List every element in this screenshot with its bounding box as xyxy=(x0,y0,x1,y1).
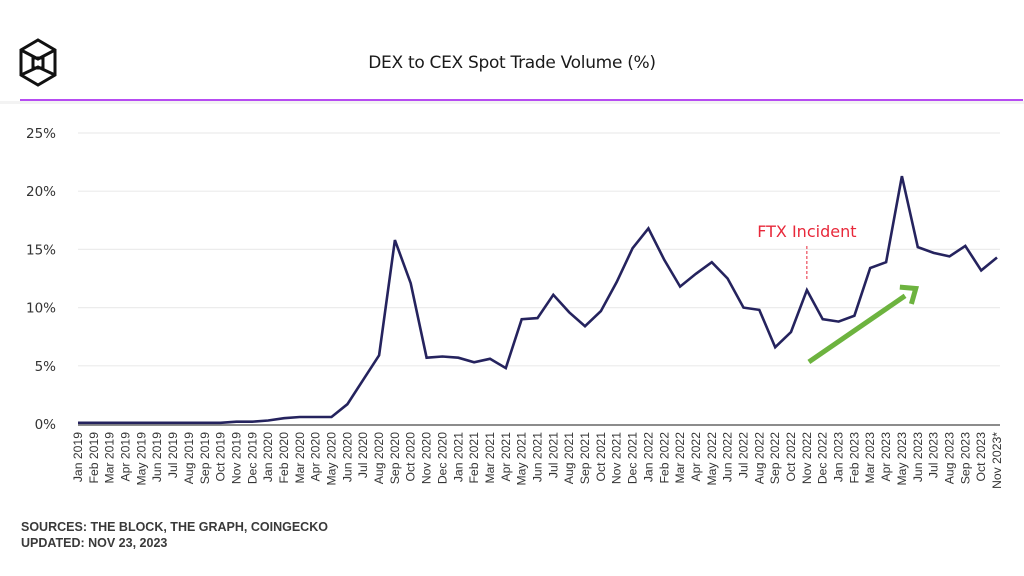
x-tick-label: Jan 2022 xyxy=(641,432,655,482)
y-tick-label: 0% xyxy=(35,417,57,433)
x-tick-label: Dec 2021 xyxy=(626,432,640,484)
x-tick-label: Oct 2022 xyxy=(784,432,798,482)
x-tick-label: Jul 2021 xyxy=(546,432,560,478)
x-tick-label: Aug 2023 xyxy=(942,432,956,484)
x-tick-label: Jan 2019 xyxy=(71,432,85,482)
x-tick-label: Feb 2019 xyxy=(87,432,101,484)
x-tick-label: Aug 2022 xyxy=(752,432,766,484)
x-tick-label: Mar 2023 xyxy=(863,432,877,484)
x-tick-label: Apr 2019 xyxy=(119,432,133,482)
x-tick-label: Apr 2020 xyxy=(309,432,323,482)
sources-text: SOURCES: THE BLOCK, THE GRAPH, COINGECKO xyxy=(21,520,328,534)
x-tick-label: Sep 2020 xyxy=(388,432,402,484)
x-tick-label: Aug 2020 xyxy=(372,432,386,484)
x-tick-label: Jun 2019 xyxy=(150,432,164,482)
x-tick-label: Dec 2022 xyxy=(816,432,830,484)
x-tick-label: Dec 2019 xyxy=(245,432,259,484)
x-tick-label: May 2020 xyxy=(325,432,339,486)
x-tick-label: Mar 2019 xyxy=(103,432,117,484)
x-tick-label: Jul 2022 xyxy=(736,432,750,478)
x-tick-label: Mar 2021 xyxy=(483,432,497,484)
x-tick-label: Apr 2021 xyxy=(499,432,513,482)
x-tick-label: Sep 2022 xyxy=(768,432,782,484)
x-tick-label: Nov 2022 xyxy=(800,432,814,484)
y-tick-label: 5% xyxy=(35,359,57,375)
x-tick-label: Nov 2020 xyxy=(420,432,434,484)
x-tick-label: Oct 2021 xyxy=(594,432,608,482)
x-tick-label: Nov 2023* xyxy=(990,432,1004,489)
x-tick-label: Oct 2020 xyxy=(404,432,418,482)
x-tick-label: Mar 2022 xyxy=(673,432,687,484)
x-tick-label: May 2022 xyxy=(705,432,719,486)
x-tick-label: Sep 2021 xyxy=(578,432,592,484)
x-tick-label: Jul 2019 xyxy=(166,432,180,478)
y-tick-label: 20% xyxy=(26,184,56,200)
x-tick-label: Aug 2019 xyxy=(182,432,196,484)
x-tick-label: Mar 2020 xyxy=(293,432,307,484)
x-tick-label: Jun 2022 xyxy=(721,432,735,482)
x-tick-label: Aug 2021 xyxy=(562,432,576,484)
x-tick-label: Dec 2020 xyxy=(435,432,449,484)
updated-text: UPDATED: NOV 23, 2023 xyxy=(21,536,168,550)
x-tick-label: Feb 2020 xyxy=(277,432,291,484)
x-tick-label: Apr 2022 xyxy=(689,432,703,482)
trend-arrow-shaft xyxy=(807,293,907,365)
y-tick-label: 25% xyxy=(26,126,56,142)
y-tick-label: 10% xyxy=(26,301,56,317)
annotations: FTX Incident xyxy=(757,222,920,365)
x-tick-label: Jun 2020 xyxy=(340,432,354,482)
x-tick-label: Apr 2023 xyxy=(879,432,893,482)
x-tick-label: Jan 2021 xyxy=(451,432,465,482)
footer: SOURCES: THE BLOCK, THE GRAPH, COINGECKO… xyxy=(21,519,328,551)
gridlines xyxy=(78,132,1000,367)
x-tick-label: Nov 2019 xyxy=(229,432,243,484)
series-group xyxy=(77,175,998,425)
x-tick-label: Feb 2021 xyxy=(467,432,481,484)
series-line xyxy=(78,175,998,425)
trend-arrow-head xyxy=(899,284,920,305)
y-tick-label: 15% xyxy=(26,242,56,258)
annotation-label: FTX Incident xyxy=(757,222,856,241)
chart-title: DEX to CEX Spot Trade Volume (%) xyxy=(368,53,656,73)
title-divider xyxy=(20,99,1023,101)
x-tick-label: Feb 2022 xyxy=(657,432,671,484)
x-tick-label: Jun 2023 xyxy=(911,432,925,482)
x-tick-label: Jul 2020 xyxy=(356,432,370,478)
x-tick-label: May 2021 xyxy=(515,432,529,486)
x-tick-label: Sep 2019 xyxy=(198,432,212,484)
x-tick-label: Nov 2021 xyxy=(610,432,624,484)
x-tick-label: Feb 2023 xyxy=(847,432,861,484)
x-tick-label: Jan 2020 xyxy=(261,432,275,482)
x-tick-label: Jan 2023 xyxy=(832,432,846,482)
cube-logo-icon xyxy=(19,38,57,87)
x-tick-label: Oct 2023 xyxy=(974,432,988,482)
x-tick-label: Oct 2019 xyxy=(214,432,228,482)
x-axis-ticks: Jan 2019 Feb 2019 Mar 2019 Apr 2019 May 2019… xyxy=(71,432,1004,489)
x-tick-label: Jun 2021 xyxy=(531,432,545,482)
y-axis-ticks: 0% 5% 10% 15% 20% 25% xyxy=(26,126,56,433)
x-tick-label: May 2023 xyxy=(895,432,909,486)
title-divider-shadow xyxy=(0,101,1024,104)
x-tick-label: May 2019 xyxy=(134,432,148,486)
x-tick-label: Jul 2023 xyxy=(927,432,941,478)
x-tick-label: Sep 2023 xyxy=(958,432,972,484)
